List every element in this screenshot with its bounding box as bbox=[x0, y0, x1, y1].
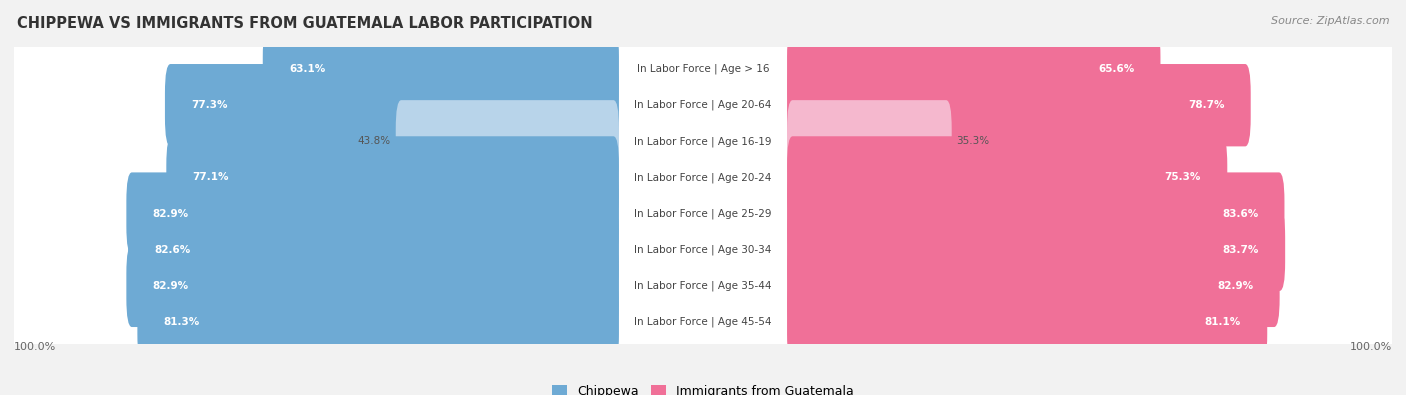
Text: In Labor Force | Age 20-64: In Labor Force | Age 20-64 bbox=[634, 100, 772, 111]
FancyBboxPatch shape bbox=[10, 47, 1396, 162]
Text: 81.3%: 81.3% bbox=[163, 317, 200, 327]
FancyBboxPatch shape bbox=[138, 281, 619, 363]
Text: In Labor Force | Age 35-44: In Labor Force | Age 35-44 bbox=[634, 280, 772, 291]
FancyBboxPatch shape bbox=[787, 245, 1279, 327]
FancyBboxPatch shape bbox=[10, 264, 1396, 381]
FancyBboxPatch shape bbox=[10, 11, 1396, 128]
FancyBboxPatch shape bbox=[10, 264, 1396, 379]
Text: 82.9%: 82.9% bbox=[152, 281, 188, 291]
Text: 77.1%: 77.1% bbox=[193, 173, 229, 182]
Text: 75.3%: 75.3% bbox=[1164, 173, 1201, 182]
Text: In Labor Force | Age 30-34: In Labor Force | Age 30-34 bbox=[634, 245, 772, 255]
FancyBboxPatch shape bbox=[395, 100, 619, 182]
FancyBboxPatch shape bbox=[787, 64, 1251, 147]
FancyBboxPatch shape bbox=[166, 136, 619, 219]
FancyBboxPatch shape bbox=[787, 172, 1285, 255]
FancyBboxPatch shape bbox=[10, 228, 1396, 342]
Text: 83.7%: 83.7% bbox=[1223, 245, 1258, 255]
FancyBboxPatch shape bbox=[127, 245, 619, 327]
FancyBboxPatch shape bbox=[10, 228, 1396, 345]
FancyBboxPatch shape bbox=[10, 120, 1396, 236]
FancyBboxPatch shape bbox=[10, 120, 1396, 234]
FancyBboxPatch shape bbox=[10, 192, 1396, 308]
Text: In Labor Force | Age 16-19: In Labor Force | Age 16-19 bbox=[634, 136, 772, 147]
Text: CHIPPEWA VS IMMIGRANTS FROM GUATEMALA LABOR PARTICIPATION: CHIPPEWA VS IMMIGRANTS FROM GUATEMALA LA… bbox=[17, 16, 592, 31]
FancyBboxPatch shape bbox=[787, 209, 1285, 291]
FancyBboxPatch shape bbox=[10, 11, 1396, 126]
Text: 83.6%: 83.6% bbox=[1222, 209, 1258, 218]
FancyBboxPatch shape bbox=[787, 100, 952, 182]
FancyBboxPatch shape bbox=[10, 156, 1396, 270]
Text: In Labor Force | Age 25-29: In Labor Force | Age 25-29 bbox=[634, 208, 772, 219]
Text: 78.7%: 78.7% bbox=[1188, 100, 1225, 110]
Text: 65.6%: 65.6% bbox=[1098, 64, 1135, 74]
FancyBboxPatch shape bbox=[787, 136, 1227, 219]
Text: 100.0%: 100.0% bbox=[1350, 342, 1392, 352]
Legend: Chippewa, Immigrants from Guatemala: Chippewa, Immigrants from Guatemala bbox=[547, 380, 859, 395]
Text: 43.8%: 43.8% bbox=[357, 136, 391, 146]
FancyBboxPatch shape bbox=[263, 28, 619, 110]
Text: In Labor Force | Age 20-24: In Labor Force | Age 20-24 bbox=[634, 172, 772, 183]
Text: In Labor Force | Age 45-54: In Labor Force | Age 45-54 bbox=[634, 317, 772, 327]
Text: 63.1%: 63.1% bbox=[290, 64, 325, 74]
FancyBboxPatch shape bbox=[10, 192, 1396, 307]
FancyBboxPatch shape bbox=[127, 172, 619, 255]
Text: 82.6%: 82.6% bbox=[155, 245, 191, 255]
Text: 81.1%: 81.1% bbox=[1205, 317, 1241, 327]
Text: 82.9%: 82.9% bbox=[1218, 281, 1254, 291]
Text: In Labor Force | Age > 16: In Labor Force | Age > 16 bbox=[637, 64, 769, 74]
FancyBboxPatch shape bbox=[787, 28, 1160, 110]
FancyBboxPatch shape bbox=[10, 83, 1396, 200]
Text: 77.3%: 77.3% bbox=[191, 100, 228, 110]
FancyBboxPatch shape bbox=[165, 64, 619, 147]
Text: Source: ZipAtlas.com: Source: ZipAtlas.com bbox=[1271, 16, 1389, 26]
Text: 100.0%: 100.0% bbox=[14, 342, 56, 352]
Text: 82.9%: 82.9% bbox=[152, 209, 188, 218]
FancyBboxPatch shape bbox=[10, 83, 1396, 198]
FancyBboxPatch shape bbox=[787, 281, 1267, 363]
Text: 35.3%: 35.3% bbox=[956, 136, 990, 146]
FancyBboxPatch shape bbox=[10, 156, 1396, 273]
FancyBboxPatch shape bbox=[128, 209, 619, 291]
FancyBboxPatch shape bbox=[10, 47, 1396, 164]
